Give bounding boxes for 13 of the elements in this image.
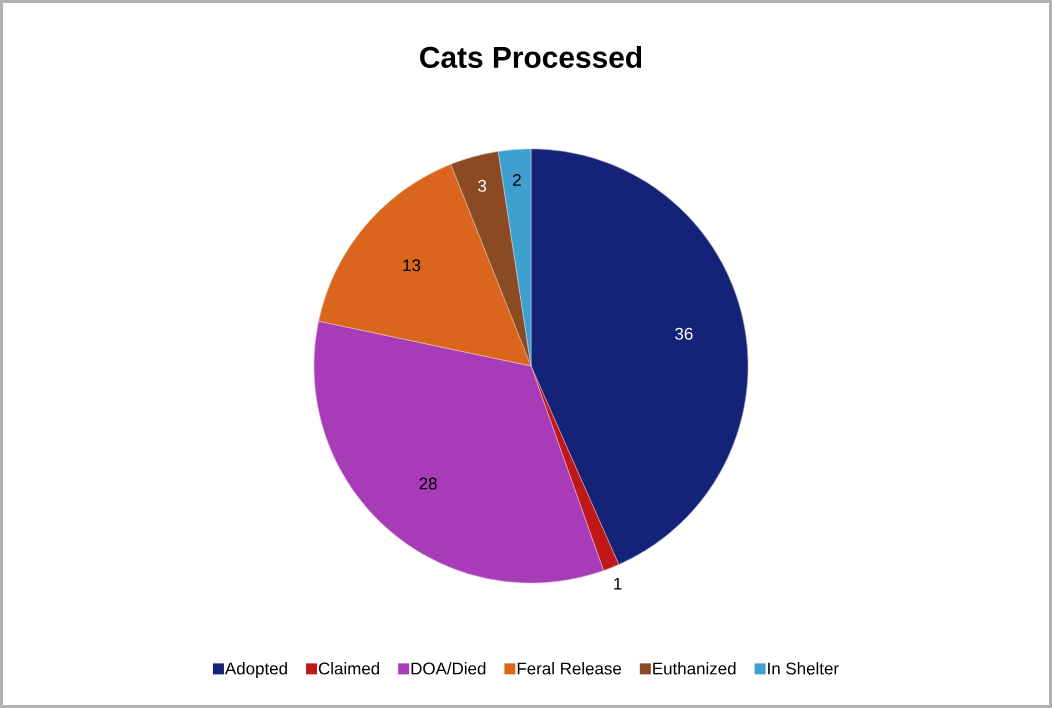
legend-label: Adopted bbox=[224, 662, 287, 678]
data-label: 28 bbox=[419, 477, 437, 490]
data-label: 2 bbox=[513, 173, 521, 186]
data-label: 13 bbox=[403, 259, 421, 272]
legend-label: DOA/Died bbox=[411, 662, 486, 675]
legend-label: Feral Release bbox=[517, 662, 622, 675]
data-label: 3 bbox=[478, 179, 487, 192]
legend-label: Claimed bbox=[318, 662, 380, 675]
data-label: 36 bbox=[675, 327, 693, 340]
chart-title: Cats Processed bbox=[420, 46, 642, 68]
legend-label: In Shelter bbox=[768, 662, 839, 675]
legend-label: Euthanized bbox=[653, 662, 736, 675]
data-label: 1 bbox=[614, 577, 622, 590]
